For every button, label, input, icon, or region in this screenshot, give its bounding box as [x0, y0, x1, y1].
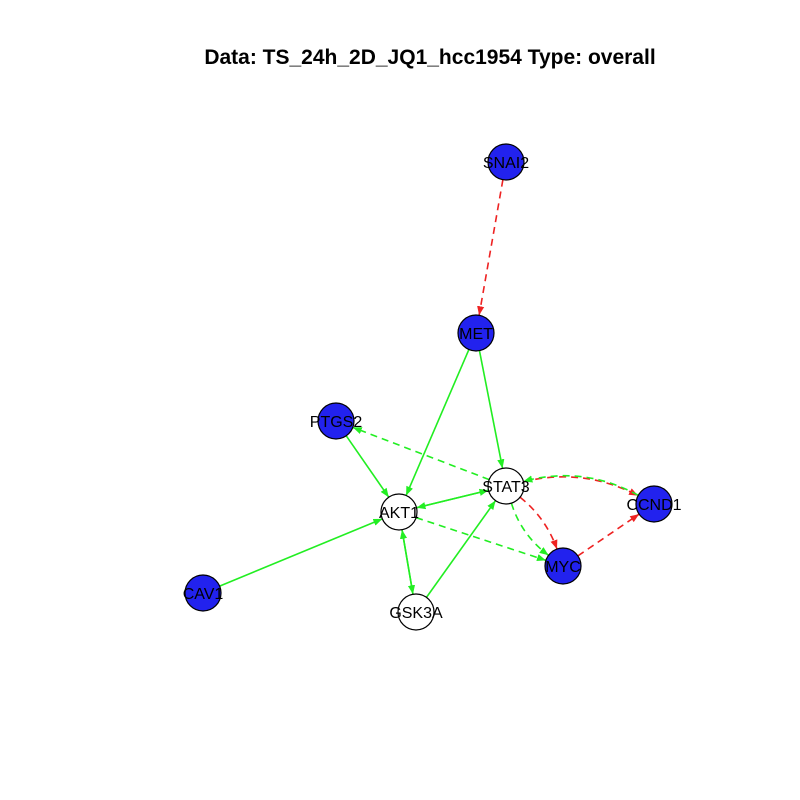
node-circle-gsk3a [397, 593, 435, 631]
edge-ccnd1-stat3 [523, 474, 639, 497]
edge-myc-ccnd1 [577, 513, 640, 557]
node-label-met: MET [459, 326, 493, 343]
edge-gsk3a-akt1 [399, 529, 414, 595]
edge-gsk3a-stat3 [425, 500, 497, 598]
edge-snai2-met [477, 179, 504, 316]
edge-ptgs2-akt1 [345, 435, 390, 498]
node-circle-myc [544, 547, 582, 585]
edge-stat3-akt1 [416, 489, 489, 510]
node-circle-ccnd1 [635, 485, 673, 523]
node-circle-stat3 [487, 467, 525, 505]
node-gsk3a: GSK3A [389, 593, 443, 631]
edge-stat3-myc [510, 502, 550, 556]
node-circle-akt1 [380, 493, 418, 531]
nodes-layer: SNAI2 MET PTGS2 STAT3 AKT1 CCND1 MYC CAV1 GSK3A [183, 143, 682, 631]
node-label-snai2: SNAI2 [483, 155, 529, 172]
node-label-myc: MYC [545, 559, 581, 576]
node-label-ccnd1: CCND1 [626, 497, 681, 514]
node-cav1: CAV1 [183, 574, 224, 612]
node-label-gsk3a: GSK3A [389, 605, 443, 622]
edge-stat3-ptgs2 [352, 426, 490, 481]
node-circle-cav1 [184, 574, 222, 612]
edge-cav1-akt1 [219, 518, 383, 587]
node-circle-snai2 [487, 143, 525, 181]
edges-layer [219, 179, 640, 598]
edge-stat3-myc [519, 496, 558, 550]
node-circle-met [457, 314, 495, 352]
edge-met-stat3 [478, 350, 505, 469]
node-circle-ptgs2 [317, 402, 355, 440]
node-label-cav1: CAV1 [183, 586, 224, 603]
node-label-ptgs2: PTGS2 [310, 414, 363, 431]
node-stat3: STAT3 [482, 467, 530, 505]
node-ptgs2: PTGS2 [310, 402, 363, 440]
edge-akt1-myc [415, 516, 547, 562]
node-ccnd1: CCND1 [626, 485, 682, 523]
node-snai2: SNAI2 [483, 143, 529, 181]
node-akt1: AKT1 [379, 493, 419, 531]
node-met: MET [457, 314, 495, 352]
node-myc: MYC [544, 547, 582, 585]
edge-stat3-ccnd1 [523, 476, 639, 497]
node-label-akt1: AKT1 [379, 505, 419, 522]
figure-title: Data: TS_24h_2D_JQ1_hcc1954 Type: overal… [204, 46, 656, 69]
node-label-stat3: STAT3 [482, 479, 530, 496]
edge-met-akt1 [405, 349, 470, 496]
